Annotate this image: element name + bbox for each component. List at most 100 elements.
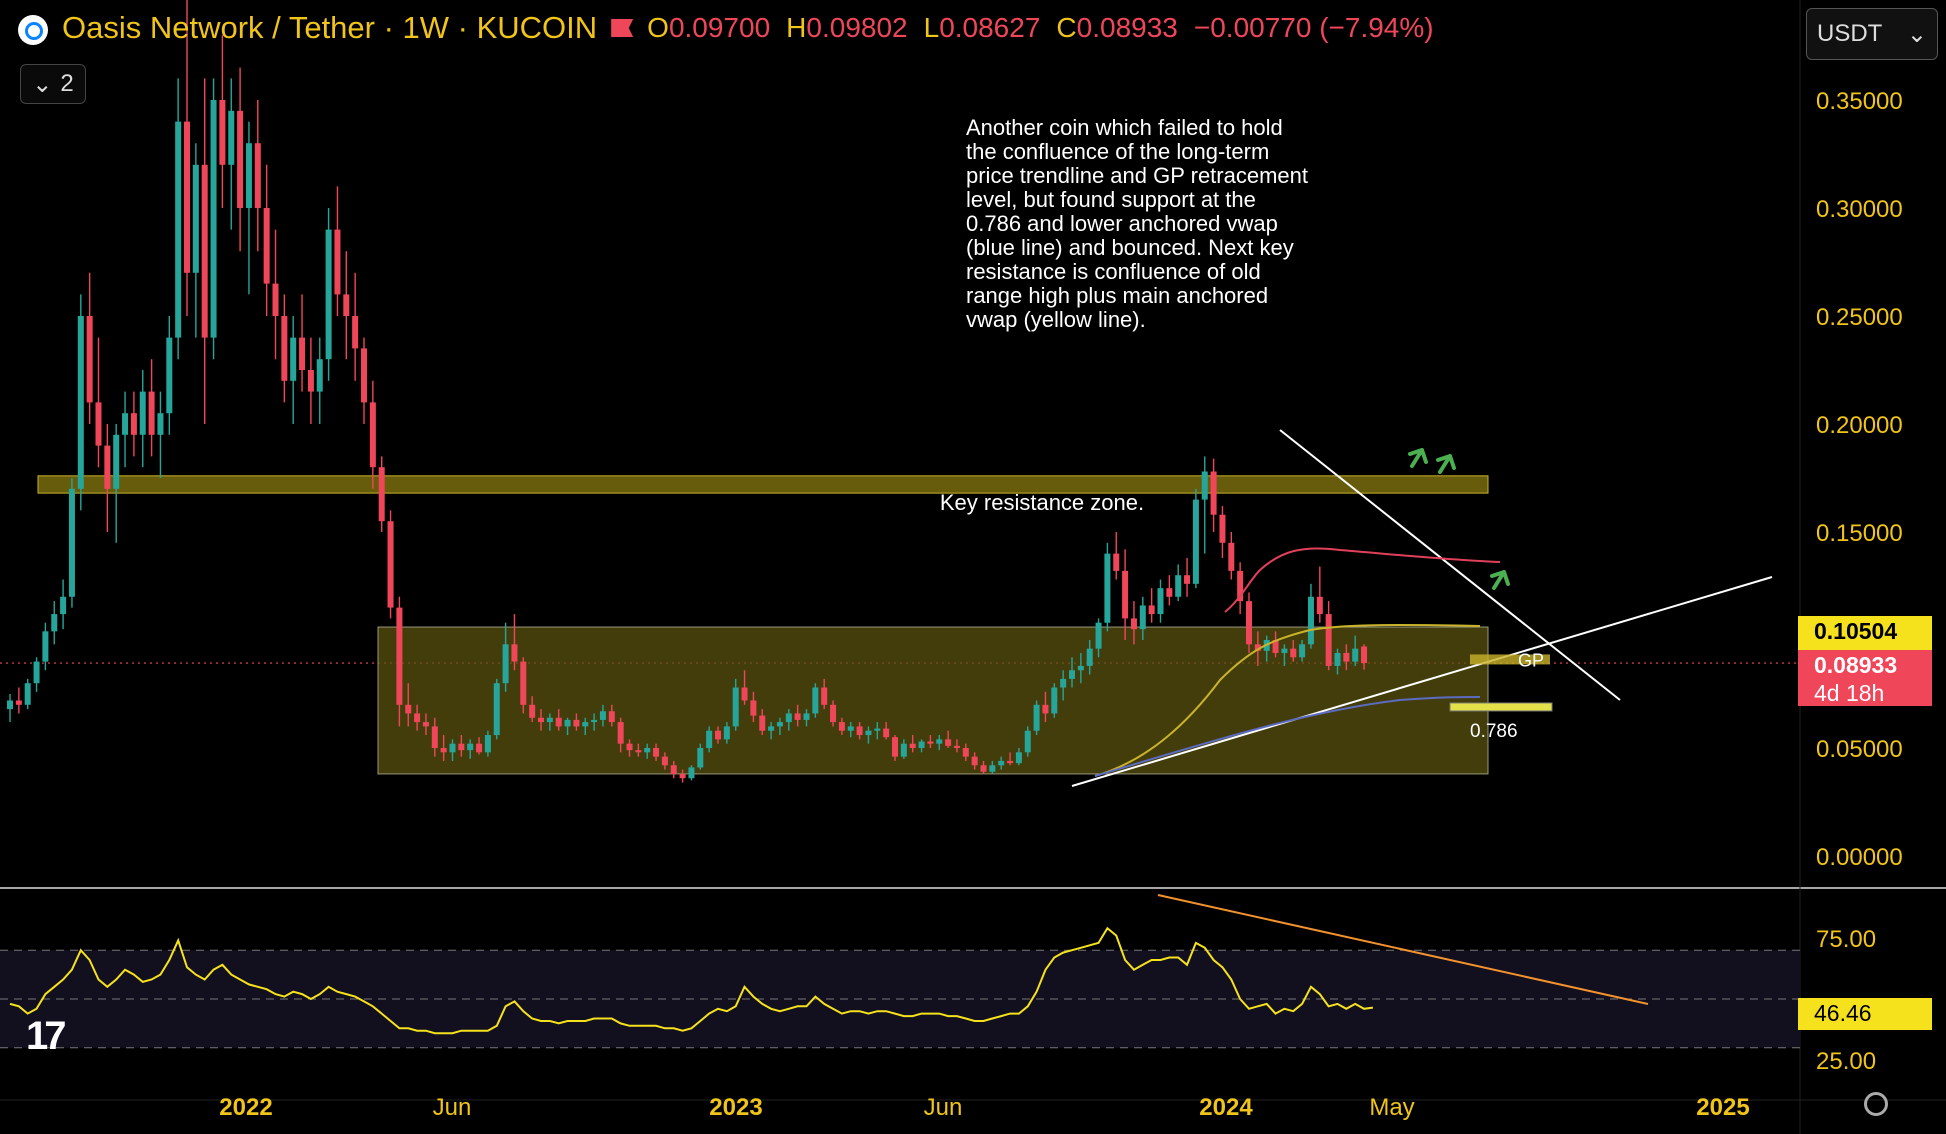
candle-body — [33, 661, 40, 684]
rsi-panel — [0, 894, 1800, 1049]
candle-body — [431, 726, 438, 748]
high-label: H — [786, 12, 807, 43]
time-tick-label: Jun — [433, 1094, 472, 1121]
candle-body — [281, 316, 288, 381]
candle-body — [980, 765, 987, 772]
candle-body — [24, 683, 31, 705]
candle-body — [1042, 704, 1049, 714]
candle-body — [157, 413, 164, 435]
ohlc-values: O0.09700 H0.09802 L0.08627 C0.08933 −0.0… — [647, 12, 1433, 44]
candle-body — [653, 748, 660, 757]
currency-select[interactable]: USDT ⌄ — [1806, 8, 1938, 60]
candle-body — [449, 743, 456, 753]
candle-body — [51, 614, 58, 632]
candle-body — [945, 739, 952, 746]
indicators-collapse-button[interactable]: ⌄ 2 — [20, 64, 86, 104]
gp-level-label: GP — [1518, 650, 1544, 670]
candle-body — [723, 726, 730, 740]
candle-body — [582, 722, 589, 727]
candle-body — [697, 748, 704, 768]
low-value: 0.08627 — [939, 12, 1041, 43]
candle-body — [865, 730, 872, 736]
candle-body — [361, 348, 367, 403]
candle-body — [538, 717, 544, 723]
candle-body — [307, 370, 314, 392]
candle-body — [1095, 622, 1102, 649]
candle-body — [883, 728, 890, 738]
candle-body — [794, 713, 801, 720]
candle-body — [785, 713, 792, 723]
candle-body — [104, 445, 111, 489]
time-tick-label: 2024 — [1199, 1094, 1253, 1121]
candle-body — [1210, 471, 1217, 515]
high-value: 0.09802 — [806, 12, 908, 43]
candle-body — [484, 735, 491, 753]
candle-body — [245, 143, 252, 208]
candle-body — [1007, 760, 1014, 764]
settings-icon[interactable] — [1864, 1092, 1888, 1116]
candle-body — [387, 521, 394, 608]
tradingview-logo-icon: 17 — [26, 1014, 66, 1058]
candle-body — [1175, 575, 1182, 597]
red-vwap — [1224, 547, 1501, 613]
candle-body — [998, 760, 1005, 766]
candle-body — [502, 644, 509, 684]
chevron-down-icon: ⌄ — [1906, 20, 1927, 48]
candle-body — [1104, 553, 1111, 623]
candle-body — [909, 743, 916, 748]
candle-body — [900, 743, 907, 757]
candle-body — [670, 765, 677, 774]
rsi-tick-label: 75.00 — [1816, 926, 1876, 953]
current-price-tag: 0.08933 — [1798, 650, 1932, 678]
candle-body — [1352, 648, 1359, 662]
time-tick-label: 2025 — [1696, 1094, 1749, 1121]
time-tick-label: 2023 — [709, 1094, 762, 1121]
candle-body — [892, 737, 898, 757]
symbol-title[interactable]: Oasis Network / Tether · 1W · KUCOIN — [62, 10, 598, 45]
flag-icon[interactable] — [611, 19, 634, 37]
candle-body — [1237, 570, 1244, 602]
candle-body — [493, 683, 500, 736]
candle-body — [830, 704, 837, 723]
candle-body — [42, 631, 49, 662]
candle-body — [520, 661, 527, 705]
close-label: C — [1056, 12, 1077, 43]
candle-body — [440, 748, 447, 753]
candle-body — [1219, 514, 1226, 543]
up-arrow-icon — [1490, 570, 1510, 590]
candle-body — [688, 767, 695, 779]
candle-body — [936, 739, 943, 744]
candle-body — [856, 726, 863, 736]
candle-body — [369, 402, 376, 468]
candle-body — [290, 337, 297, 381]
candle-body — [1201, 471, 1208, 500]
candle-body — [838, 722, 845, 731]
candle-body — [1272, 640, 1279, 653]
candle-body — [272, 283, 279, 316]
candle-body — [467, 743, 474, 751]
open-value: 0.09700 — [668, 12, 771, 43]
candle-body — [148, 391, 155, 435]
price-tick-label: 0.05000 — [1816, 736, 1903, 763]
candle-body — [352, 316, 359, 349]
candle-body — [414, 713, 421, 723]
candle-body — [1307, 596, 1314, 645]
candle-body — [192, 164, 199, 273]
candle-body — [591, 719, 598, 723]
candle-body — [60, 596, 67, 615]
candles-layer — [7, 0, 1368, 783]
lower-anchored-vwap — [1094, 696, 1481, 777]
rsi-line — [9, 926, 1374, 1035]
candle-body — [759, 715, 766, 731]
candle-body — [1122, 570, 1129, 619]
countdown-tag: 4d 18h — [1798, 678, 1932, 706]
candle-body — [139, 391, 146, 435]
candle-body — [1281, 648, 1288, 653]
candle-body — [732, 687, 739, 727]
candle-body — [201, 164, 208, 338]
candle-body — [1184, 575, 1191, 584]
key-resistance-zone — [37, 475, 1489, 494]
candle-body — [812, 687, 819, 714]
low-label: L — [923, 12, 940, 43]
